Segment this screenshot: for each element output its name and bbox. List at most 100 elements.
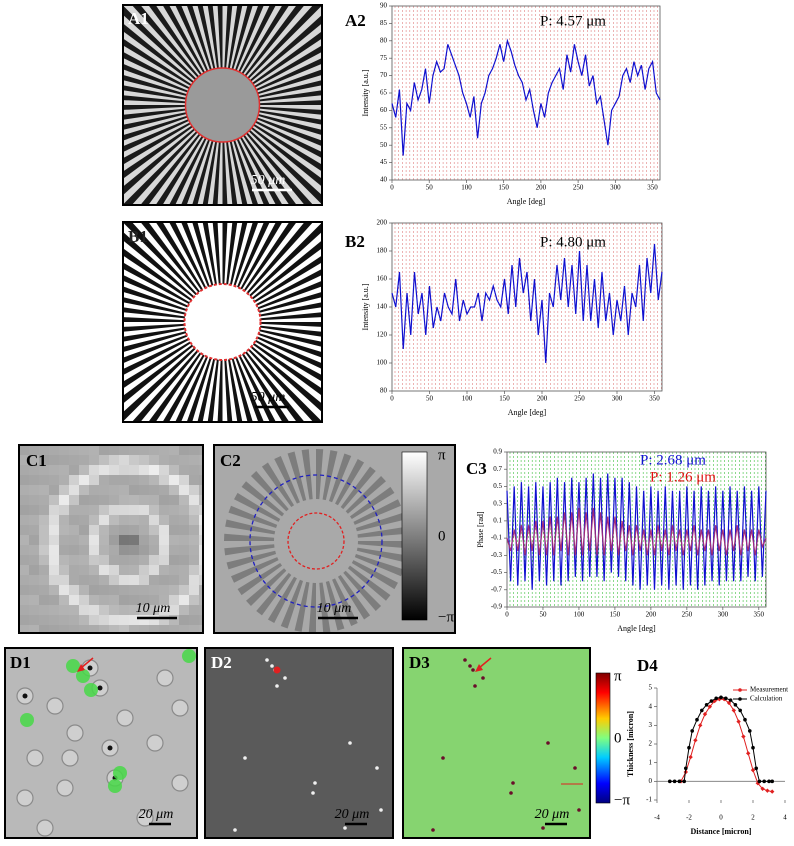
pixel (189, 525, 199, 535)
colorbar-label: −π (614, 792, 630, 808)
x-tick-label: 350 (649, 395, 660, 403)
pixel (139, 485, 149, 495)
spoke (257, 112, 322, 130)
pixel (69, 575, 79, 585)
x-tick-label: 250 (573, 184, 584, 192)
panel-label: C1 (26, 451, 47, 470)
pixel (19, 615, 29, 625)
cell-dot (468, 664, 472, 668)
pixel (49, 555, 59, 565)
pixel (19, 605, 29, 615)
pixel (89, 625, 99, 633)
pixel (149, 445, 159, 455)
pixel (69, 535, 79, 545)
pixel (179, 475, 189, 485)
pixel (89, 545, 99, 555)
spoke (349, 486, 395, 520)
pixel (19, 515, 29, 525)
scale-label: 20 μm (335, 807, 370, 822)
spoke (197, 139, 216, 205)
annotation: P: 4.57 μm (540, 13, 606, 29)
x-tick-label: 150 (499, 395, 510, 403)
pixel (69, 555, 79, 565)
spoke (256, 115, 322, 141)
point (731, 708, 736, 713)
pixel (129, 585, 139, 595)
pixel (189, 545, 199, 555)
legend-label: Calculation (750, 695, 783, 703)
pixel (139, 575, 149, 585)
pixel (29, 495, 39, 505)
x-tick-label: 350 (754, 611, 765, 619)
pixel (59, 565, 69, 575)
spoke (226, 222, 238, 287)
x-tick-label: 100 (461, 184, 472, 192)
spoke (242, 222, 297, 294)
pixel (199, 615, 203, 625)
pixel (39, 555, 49, 565)
pixel (129, 545, 139, 555)
spoke (123, 274, 190, 309)
y-tick-label: 70 (380, 71, 388, 79)
x-tick-label: 250 (574, 395, 585, 403)
point (762, 779, 766, 784)
panel-frame (4, 647, 198, 839)
spoke (357, 526, 408, 538)
x-tick-label: 250 (682, 611, 693, 619)
scale-label: 10 μm (136, 601, 171, 616)
pixel (39, 445, 49, 455)
pixel (179, 595, 189, 605)
spoke (241, 134, 290, 205)
image-bg (403, 648, 590, 838)
spoke (258, 95, 322, 104)
pixel (49, 465, 59, 475)
point (736, 719, 741, 724)
pixel (139, 475, 149, 485)
pixel (169, 545, 179, 555)
pixel (49, 545, 59, 555)
spoke (207, 140, 219, 205)
pixel (159, 455, 169, 465)
pixel (199, 545, 203, 555)
spoke (217, 357, 223, 422)
pixel (59, 485, 69, 495)
spoke (251, 342, 322, 396)
pixel (29, 485, 39, 495)
spoke (246, 347, 322, 422)
pixel (19, 525, 29, 535)
spoke (354, 553, 404, 577)
pixel (79, 585, 89, 595)
pixel (199, 575, 203, 585)
spoke (175, 137, 209, 205)
pixel (149, 485, 159, 495)
pixel (159, 495, 169, 505)
x-tick-label: 200 (537, 395, 548, 403)
pixel (199, 535, 203, 545)
pixel (99, 455, 109, 465)
pixel (119, 455, 129, 465)
colorbar-label: π (438, 447, 446, 463)
pixel (159, 625, 169, 633)
x-tick-label: -4 (654, 814, 660, 822)
point (765, 788, 770, 793)
point (728, 698, 733, 702)
pixel (19, 585, 29, 595)
pixel (19, 555, 29, 565)
pixel (179, 545, 189, 555)
pixel (159, 605, 169, 615)
spoke (123, 262, 192, 306)
pixel (129, 555, 139, 565)
spoke (212, 222, 221, 287)
y-tick-label: 2 (649, 740, 653, 748)
spoke (123, 222, 199, 297)
cell-core (107, 745, 113, 751)
pixel (109, 565, 119, 575)
x-tick-label: 2 (751, 814, 755, 822)
spoke (316, 449, 324, 500)
pixel (39, 505, 49, 515)
pixel (169, 495, 179, 505)
pixel (199, 585, 203, 595)
pixel (39, 465, 49, 475)
spoke (245, 222, 314, 296)
scale-label: 20 μm (139, 807, 174, 822)
